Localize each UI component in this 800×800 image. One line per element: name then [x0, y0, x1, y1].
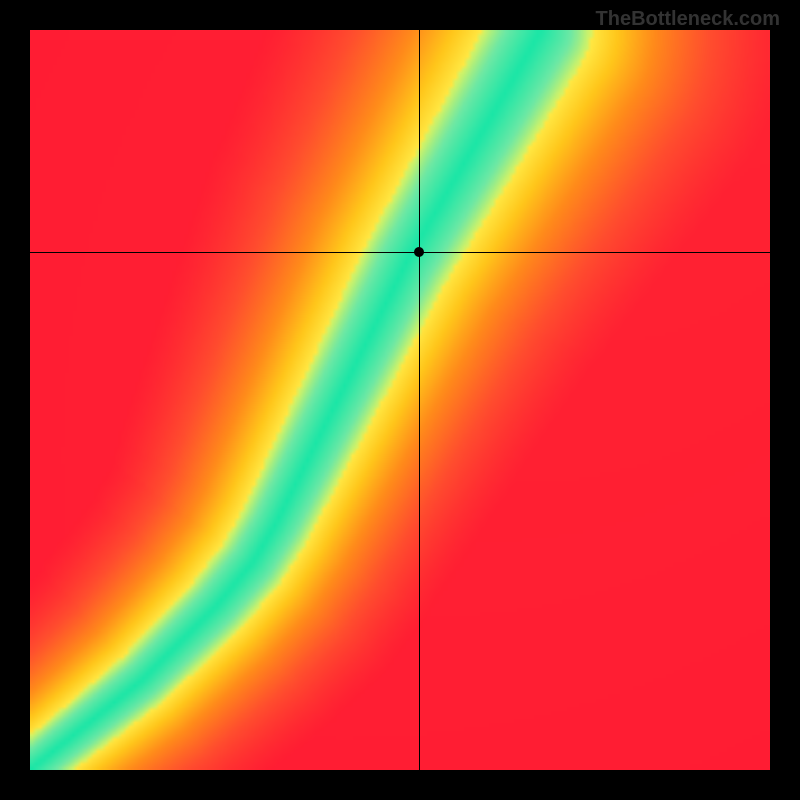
- crosshair-vertical: [419, 30, 420, 770]
- heatmap-plot: [30, 30, 770, 770]
- crosshair-marker: [414, 247, 424, 257]
- crosshair-horizontal: [30, 252, 770, 253]
- heatmap-canvas: [30, 30, 770, 770]
- watermark-text: TheBottleneck.com: [596, 8, 780, 31]
